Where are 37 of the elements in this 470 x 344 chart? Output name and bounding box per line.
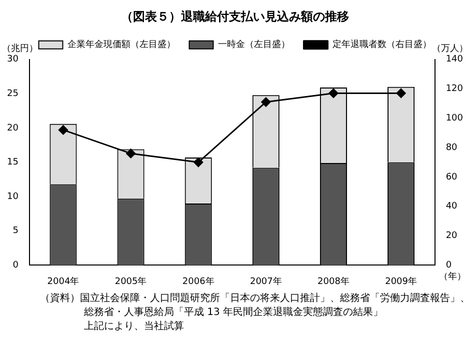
chart-title: （図表５）退職給付支払い見込み額の推移 xyxy=(121,9,349,24)
y-tick-label: 20 xyxy=(7,123,19,134)
point xyxy=(58,125,68,135)
y2-tick-label: 60 xyxy=(446,172,458,182)
y-tick-label: 30 xyxy=(7,54,19,65)
legend-label: 一時金（左目盛） xyxy=(218,39,290,50)
x-axis-title: （年） xyxy=(439,270,466,282)
y2-tick-label: 100 xyxy=(446,114,464,124)
y2-tick-label: 0 xyxy=(446,260,452,271)
legend-label: 企業年金現価額（左目盛） xyxy=(67,39,176,50)
point xyxy=(126,148,136,158)
point xyxy=(328,88,338,98)
text: 総務省・人事恩給局「平成 13 年民間企業退職金実態調査の結果」 xyxy=(83,306,384,320)
legend-label: 定年退職者数（右目盛） xyxy=(332,39,432,50)
x-tick-label: 2008年 xyxy=(318,276,350,287)
y-axis-title: （兆円） xyxy=(2,43,38,54)
y-tick-label: 15 xyxy=(7,158,18,168)
x-tick-label: 2007年 xyxy=(250,276,282,287)
x-tick-label: 2004年 xyxy=(47,276,80,287)
y-tick-label: 0 xyxy=(12,260,19,271)
point xyxy=(261,97,271,107)
y2-tick-label: 140 xyxy=(446,54,464,65)
y2-tick-label: 80 xyxy=(446,142,458,153)
x-tick-label: 2005年 xyxy=(114,276,147,287)
text: （資料）国立社会保障・人口問題研究所「日本の将来人口推計」、総務省「労働力調査報告」、 xyxy=(40,292,470,306)
x-tick-label: 2009年 xyxy=(385,276,417,287)
y-tick-label: 10 xyxy=(7,192,19,202)
point xyxy=(396,88,406,98)
y2-tick-label: 40 xyxy=(446,202,458,212)
y2-tick-label: 120 xyxy=(446,84,464,94)
text: 上記により、当社試算 xyxy=(83,320,185,334)
y2-axis-title: （万人） xyxy=(432,43,468,54)
x-tick-label: 2006年 xyxy=(182,276,214,287)
y-tick-label: 25 xyxy=(7,89,18,100)
y-tick-label: 5 xyxy=(12,226,18,236)
y2-tick-label: 20 xyxy=(446,231,458,242)
point xyxy=(194,158,204,168)
